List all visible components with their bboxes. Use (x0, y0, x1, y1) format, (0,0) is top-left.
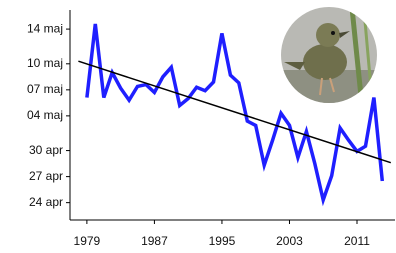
y-tick-label: 14 maj (27, 21, 63, 35)
y-tick-label: 27 apr (29, 169, 63, 183)
y-tick-label: 24 apr (29, 195, 63, 209)
y-tick-label: 30 apr (29, 143, 63, 157)
x-tick-label: 2011 (344, 234, 370, 248)
x-tick-label: 1987 (141, 234, 168, 248)
y-tick-label: 10 maj (27, 56, 63, 70)
x-tick-label: 1979 (74, 234, 101, 248)
x-tick-label: 1995 (209, 234, 236, 248)
chart: 24 apr 27 apr 30 apr 04 maj 07 maj 10 maj 14 m… (0, 0, 396, 253)
bird-photo (280, 6, 380, 110)
y-tick-label: 04 maj (27, 108, 63, 122)
y-tick-label: 07 maj (27, 82, 63, 96)
x-tick-label: 2003 (276, 234, 303, 248)
